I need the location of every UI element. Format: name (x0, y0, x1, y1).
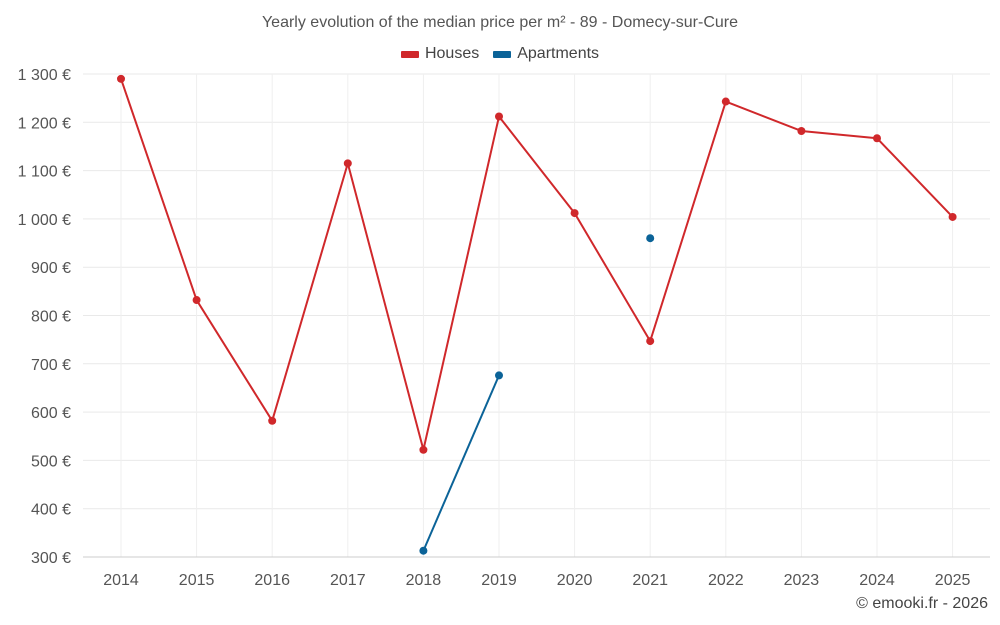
x-tick-label: 2016 (254, 572, 290, 589)
legend-item-apartments[interactable]: Apartments (493, 45, 599, 63)
data-point-apartments-2018 (419, 546, 428, 555)
y-tick-label: 900 € (31, 260, 71, 277)
x-tick-label: 2019 (481, 572, 517, 589)
legend-item-houses[interactable]: Houses (400, 45, 480, 63)
data-point-houses-2016 (268, 416, 277, 425)
data-point-houses-2017 (343, 159, 352, 168)
x-tick-label: 2021 (632, 572, 668, 589)
x-tick-label: 2024 (859, 572, 895, 589)
data-point-houses-2019 (495, 112, 503, 121)
data-point-houses-2023 (797, 126, 806, 135)
data-point-houses-2024 (873, 134, 881, 143)
legend-label-houses: Houses (424, 45, 480, 62)
data-point-houses-2021 (646, 337, 655, 346)
y-tick-label: 700 € (31, 357, 71, 374)
y-tick-label: 1 100 € (18, 164, 71, 181)
y-tick-label: 300 € (31, 550, 71, 567)
legend-swatch-apartments (493, 50, 512, 58)
y-tick-label: 600 € (31, 405, 71, 422)
y-tick-label: 400 € (31, 502, 71, 519)
data-point-houses-2018 (419, 445, 428, 454)
y-tick-label: 1 000 € (18, 212, 71, 229)
data-point-houses-2025 (948, 212, 957, 221)
credit-text: © emooki.fr - 2026 (856, 595, 988, 612)
chart-title: Yearly evolution of the median price per… (261, 14, 739, 31)
x-tick-label: 2014 (103, 572, 139, 589)
x-tick-label: 2017 (330, 572, 366, 589)
series-line-apartments (422, 374, 500, 552)
data-point-houses-2015 (192, 296, 201, 305)
data-point-apartments-2019 (495, 371, 503, 380)
legend-swatch-houses (400, 50, 419, 58)
y-tick-label: 800 € (31, 309, 71, 326)
y-tick-label: 500 € (31, 453, 71, 470)
legend: Houses Apartments (0, 45, 1000, 63)
x-tick-label: 2020 (557, 572, 593, 589)
x-tick-label: 2023 (784, 572, 820, 589)
data-point-apartments-2021 (646, 234, 655, 243)
x-tick-label: 2022 (708, 572, 744, 589)
data-point-houses-2022 (721, 97, 730, 106)
data-point-houses-2014 (117, 74, 125, 83)
x-tick-label: 2018 (406, 572, 442, 589)
series-line-houses (120, 78, 954, 451)
data-point-houses-2020 (570, 209, 579, 218)
y-tick-label: 1 300 € (18, 67, 71, 84)
legend-label-apartments: Apartments (517, 45, 600, 62)
x-tick-label: 2015 (179, 572, 215, 589)
y-tick-label: 1 200 € (18, 115, 71, 132)
x-tick-label: 2025 (935, 572, 971, 589)
